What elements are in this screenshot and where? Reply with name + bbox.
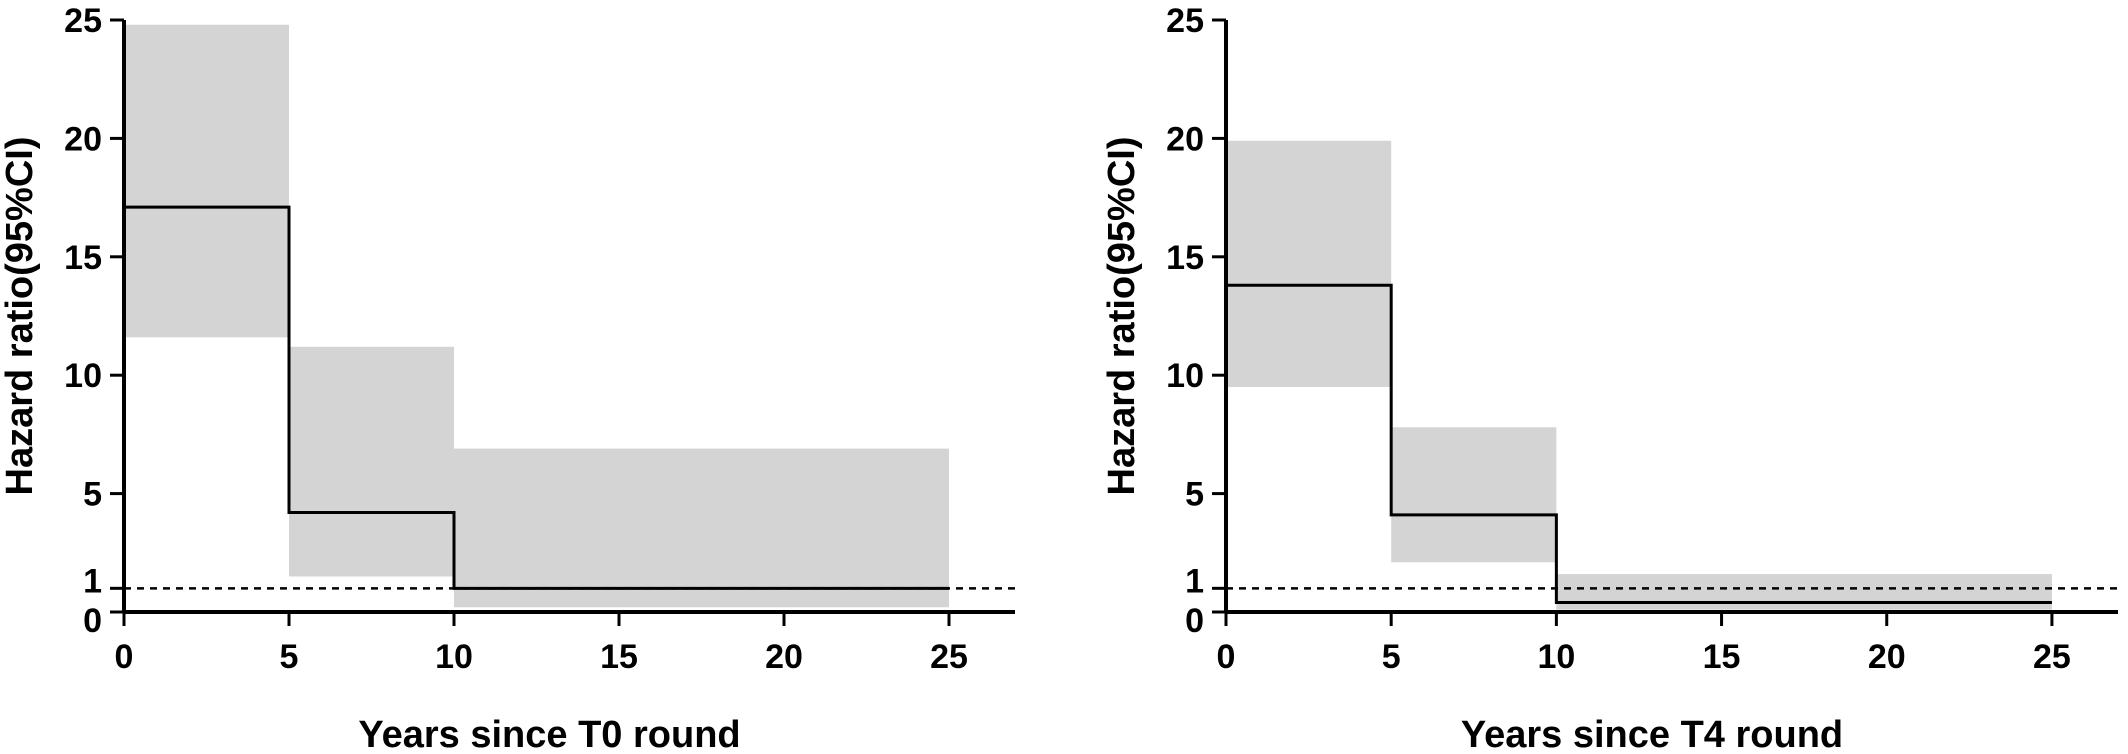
- x-tick-label: 0: [1217, 638, 1236, 676]
- y-tick-label: 0: [83, 602, 102, 640]
- y-axis-title: Hazard ratio(95%CI): [1101, 137, 1143, 496]
- x-tick-label: 20: [1868, 638, 1906, 676]
- x-tick-label: 10: [435, 638, 473, 676]
- ci-band-2: [1391, 427, 1557, 563]
- y-tick-label: 1: [83, 562, 102, 600]
- x-tick-label: 20: [765, 638, 803, 676]
- y-tick-label: 10: [1166, 357, 1204, 395]
- y-tick-label: 15: [64, 239, 102, 277]
- y-tick-label: 5: [1185, 476, 1204, 514]
- x-tick-label: 15: [600, 638, 638, 676]
- hazard-ratio-step-line: [1226, 283, 2052, 605]
- y-tick-label: 25: [1166, 2, 1204, 40]
- y-tick-label: 10: [64, 357, 102, 395]
- x-tick-label: 25: [2033, 638, 2071, 676]
- ci-band-3: [1556, 574, 2052, 610]
- ci-band-2: [289, 346, 454, 577]
- x-axis-title: Years since T0 round: [358, 714, 740, 754]
- x-tick-label: 25: [930, 638, 968, 676]
- y-tick-label: 5: [83, 476, 102, 514]
- x-tick-label: 10: [1537, 638, 1575, 676]
- y-tick-label: 0: [1185, 602, 1204, 640]
- ci-band-1: [124, 24, 289, 338]
- x-axis-title: Years since T4 round: [1461, 714, 1843, 754]
- ci-band-1: [1226, 140, 1392, 388]
- ci-band-3: [454, 448, 949, 608]
- y-tick-label: 1: [1185, 562, 1204, 600]
- y-axis-title: Hazard ratio(95%CI): [0, 137, 41, 496]
- y-tick-label: 25: [64, 2, 102, 40]
- x-tick-label: 15: [1703, 638, 1741, 676]
- x-tick-label: 5: [280, 638, 299, 676]
- hazard-ratio-step-line: [124, 205, 949, 590]
- y-tick-label: 15: [1166, 239, 1204, 277]
- y-tick-label: 20: [1166, 120, 1204, 158]
- x-tick-label: 0: [115, 638, 134, 676]
- x-tick-label: 5: [1382, 638, 1401, 676]
- y-tick-label: 20: [64, 120, 102, 158]
